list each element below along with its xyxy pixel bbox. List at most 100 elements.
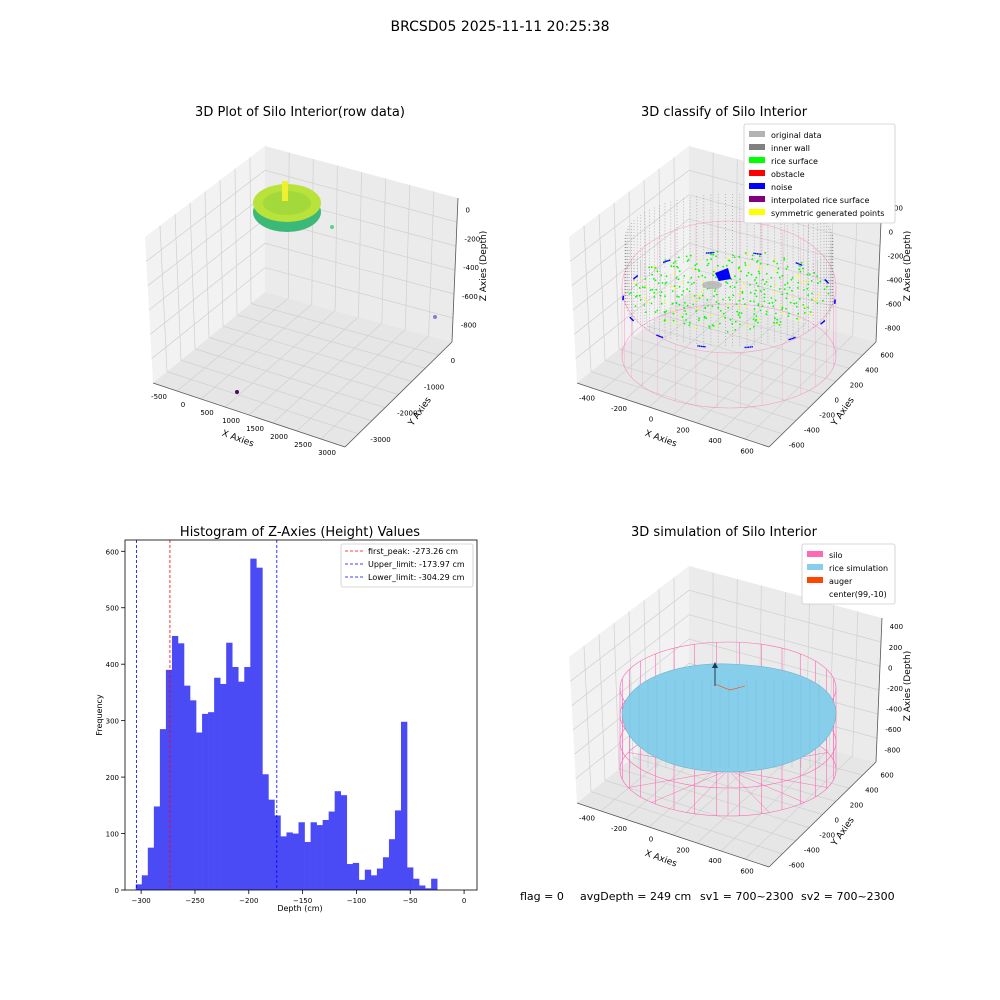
histogram-bar	[388, 839, 396, 890]
histogram-bar	[316, 825, 323, 890]
classified-point	[778, 288, 781, 290]
classified-point	[755, 315, 758, 317]
x-tick-label: 500	[200, 409, 213, 417]
z-tick-label: -200	[464, 235, 480, 243]
classified-point	[671, 290, 674, 292]
classified-point	[677, 278, 680, 281]
histogram-bar	[364, 869, 372, 890]
histogram-bar	[196, 732, 203, 890]
classified-point	[722, 298, 724, 301]
histogram-bar	[159, 729, 167, 890]
classified-point	[810, 298, 813, 301]
classified-point	[714, 290, 716, 292]
classified-point	[786, 282, 789, 284]
classified-point	[749, 300, 752, 303]
x-tick-label: 400	[708, 857, 721, 865]
classified-point	[765, 313, 768, 316]
classified-point	[712, 325, 715, 327]
classified-point	[774, 259, 777, 261]
classified-point	[633, 282, 636, 285]
classified-point	[773, 321, 775, 324]
panel-classify-ticks: -400-20002004006006004002000-200-400-600…	[579, 205, 903, 456]
grid-line	[150, 242, 455, 335]
y-tick-label: -400	[804, 427, 820, 435]
classified-point	[778, 276, 781, 279]
classified-point	[655, 288, 658, 291]
noise-point	[697, 345, 699, 347]
x-axis-line	[576, 382, 770, 448]
classified-point	[822, 299, 824, 302]
classified-point	[759, 309, 762, 312]
classified-point	[683, 306, 686, 309]
z-tick-label: 200	[890, 205, 903, 213]
classified-point	[678, 285, 681, 288]
y-tick-label: 200	[850, 802, 863, 810]
noise-point	[795, 262, 798, 264]
classified-point	[652, 278, 655, 280]
y-axis-line	[768, 341, 877, 448]
classified-point	[783, 288, 786, 291]
x-tick-label: 600	[740, 448, 753, 456]
histogram-bar	[401, 721, 408, 890]
histogram-bar	[419, 885, 426, 890]
classified-point	[770, 276, 773, 279]
classified-point	[685, 255, 688, 258]
z-tick-label: -200	[888, 253, 904, 261]
classified-point	[673, 285, 676, 287]
histogram-bar	[382, 857, 390, 890]
classified-point	[644, 278, 647, 280]
y-tick-label: 400	[865, 367, 878, 375]
y-tick-label: 0	[835, 397, 839, 405]
classified-point	[779, 304, 782, 307]
classified-point	[664, 259, 667, 261]
y-tick-label: 500	[106, 605, 119, 613]
left-pane	[569, 566, 689, 803]
classified-point	[692, 267, 694, 270]
noise-point	[661, 336, 664, 339]
classified-point	[638, 287, 641, 289]
classified-point	[715, 276, 717, 279]
z-tick-label: 400	[890, 623, 903, 631]
classified-point	[798, 268, 801, 271]
noise-point	[698, 345, 701, 347]
classified-point	[639, 298, 642, 301]
y-tick-label: -600	[789, 862, 805, 870]
classified-point	[758, 255, 761, 258]
raw-point	[330, 225, 334, 229]
classified-point	[790, 278, 793, 281]
legend-label: symmetric generated points	[771, 209, 884, 218]
classified-point	[807, 283, 810, 286]
classified-point	[664, 295, 666, 298]
histogram-bar	[298, 822, 305, 890]
classified-point	[689, 321, 691, 324]
grid-line	[744, 755, 853, 860]
z-axis-line	[875, 617, 883, 763]
x-tick-label: -400	[579, 814, 595, 822]
classified-point	[785, 268, 788, 270]
classified-point	[764, 252, 767, 254]
classified-point	[682, 281, 684, 283]
histogram-bar	[310, 822, 317, 890]
noise-cluster	[715, 268, 731, 281]
histogram-bar	[202, 713, 209, 890]
classified-point	[719, 322, 721, 325]
classified-point	[694, 327, 697, 329]
classified-point	[651, 288, 654, 291]
y-tick-label: 600	[880, 772, 893, 780]
noise-point	[668, 259, 671, 262]
classified-point	[817, 293, 820, 295]
classified-point	[727, 306, 730, 309]
classified-point	[796, 317, 798, 320]
classified-point	[635, 283, 638, 286]
y-tick-label: -200	[819, 832, 835, 840]
noise-point	[792, 337, 795, 339]
classified-point	[740, 270, 742, 273]
classified-point	[695, 263, 698, 265]
legend-frame	[743, 123, 896, 224]
histogram-bar	[220, 683, 227, 890]
grid-line	[208, 337, 399, 395]
noise-point	[756, 253, 759, 255]
classified-point	[763, 296, 766, 299]
x-tick-label: 200	[676, 846, 689, 854]
classified-point	[712, 253, 715, 256]
